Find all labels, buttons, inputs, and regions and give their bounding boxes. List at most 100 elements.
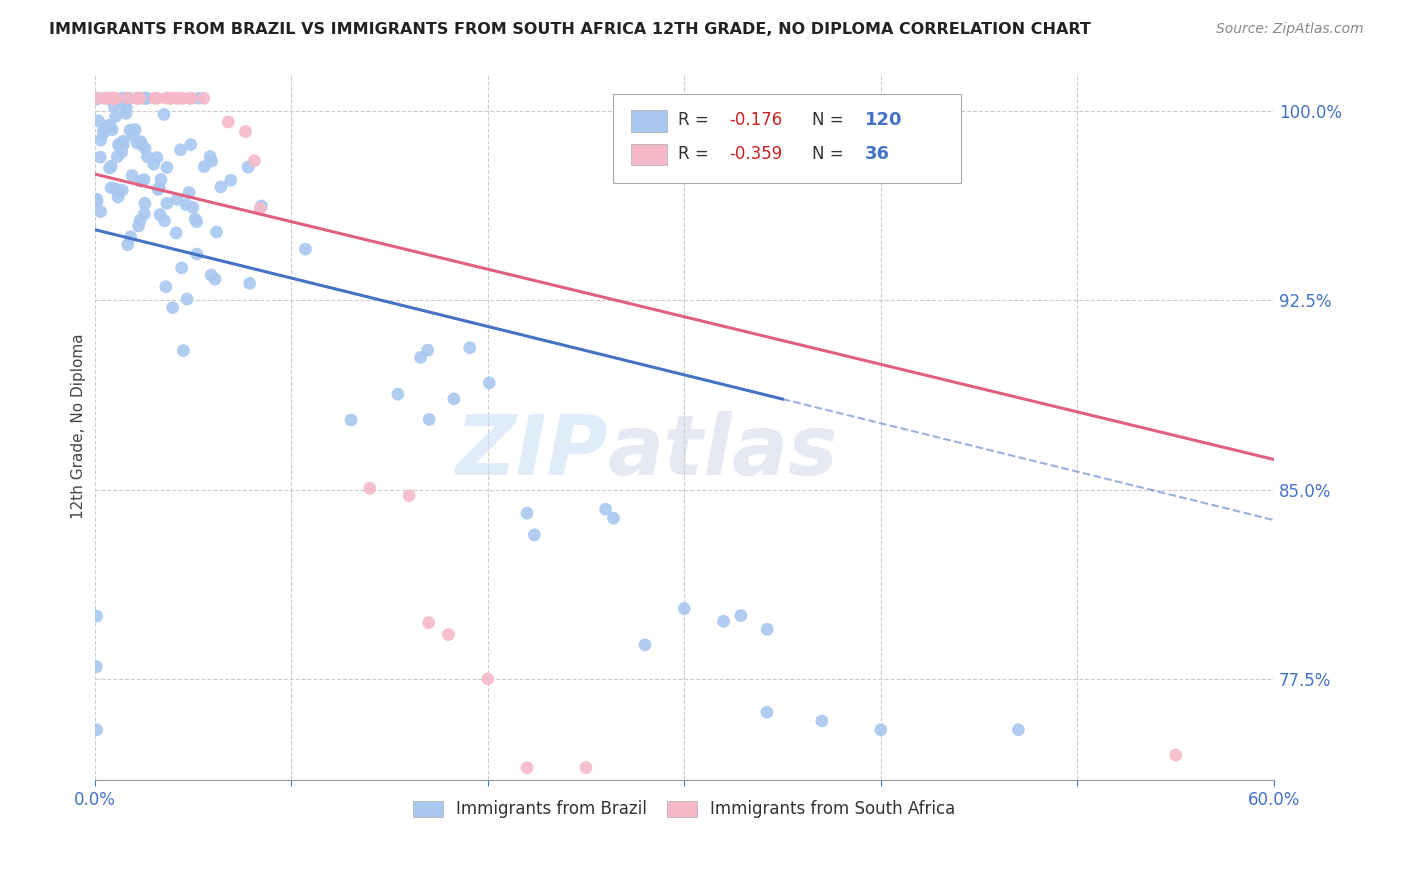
Point	[869, 723, 891, 737]
Text: IMMIGRANTS FROM BRAZIL VS IMMIGRANTS FROM SOUTH AFRICA 12TH GRADE, NO DIPLOMA CO: IMMIGRANTS FROM BRAZIL VS IMMIGRANTS FRO…	[49, 22, 1091, 37]
Point	[250, 199, 273, 213]
Point	[172, 91, 194, 105]
Point	[86, 194, 108, 208]
Point	[107, 185, 129, 199]
Text: ZIP: ZIP	[456, 411, 607, 491]
Point	[118, 91, 141, 105]
Point	[127, 91, 149, 105]
Point	[169, 91, 191, 105]
Point	[84, 91, 107, 105]
Point	[100, 91, 122, 105]
Point	[165, 226, 187, 240]
Point	[112, 91, 135, 105]
Bar	[631, 111, 666, 132]
Point	[149, 208, 172, 222]
Point	[437, 627, 460, 641]
Point	[100, 120, 122, 134]
Point	[105, 150, 128, 164]
Point	[602, 511, 624, 525]
Point	[103, 91, 125, 105]
Point	[443, 392, 465, 406]
Point	[112, 137, 135, 152]
Point	[634, 638, 657, 652]
Point	[249, 202, 271, 216]
Point	[86, 723, 108, 737]
Point	[156, 196, 179, 211]
Point	[416, 343, 439, 358]
Point	[131, 137, 153, 152]
Point	[1164, 747, 1187, 762]
Point	[101, 91, 124, 105]
Point	[180, 91, 202, 105]
Point	[181, 200, 204, 214]
Point	[101, 91, 124, 105]
Point	[87, 91, 110, 105]
Point	[115, 106, 138, 120]
Point	[117, 237, 139, 252]
Point	[217, 115, 239, 129]
Point	[153, 107, 176, 121]
Point	[111, 183, 134, 197]
Point	[516, 506, 538, 520]
Point	[155, 91, 177, 105]
Point	[146, 182, 169, 196]
Point	[134, 172, 156, 186]
Point	[243, 153, 266, 168]
Point	[756, 623, 779, 637]
Point	[142, 157, 165, 171]
Point	[90, 204, 112, 219]
Point	[129, 213, 152, 227]
Text: N =: N =	[811, 112, 848, 129]
Point	[93, 123, 115, 137]
Point	[193, 91, 215, 105]
Point	[186, 247, 208, 261]
Point	[478, 376, 501, 390]
Point	[146, 91, 169, 105]
Point	[122, 128, 145, 143]
Point	[811, 714, 834, 728]
Point	[134, 141, 156, 155]
Point	[100, 181, 122, 195]
Point	[575, 761, 598, 775]
Point	[146, 151, 169, 165]
Point	[101, 122, 124, 136]
Point	[108, 137, 131, 152]
Point	[179, 91, 201, 105]
Y-axis label: 12th Grade, No Diploma: 12th Grade, No Diploma	[72, 334, 86, 519]
Point	[117, 91, 139, 105]
Point	[100, 159, 122, 173]
Point	[84, 92, 107, 106]
Point	[166, 91, 188, 105]
Point	[129, 135, 152, 149]
Point	[219, 173, 242, 187]
Point	[713, 614, 735, 628]
Point	[235, 125, 257, 139]
Point	[127, 91, 149, 105]
Text: R =: R =	[678, 145, 714, 162]
Point	[193, 160, 215, 174]
Text: -0.176: -0.176	[730, 112, 782, 129]
Point	[93, 91, 115, 105]
Point	[418, 615, 440, 630]
Point	[105, 91, 128, 105]
Text: 36: 36	[865, 145, 890, 162]
Point	[120, 229, 142, 244]
Point	[148, 180, 170, 194]
Point	[176, 292, 198, 306]
Point	[516, 761, 538, 775]
Point	[387, 387, 409, 401]
Point	[136, 91, 159, 105]
Point	[160, 91, 183, 105]
Point	[86, 609, 108, 624]
Point	[169, 143, 191, 157]
Point	[111, 91, 134, 105]
Point	[112, 134, 135, 148]
Point	[111, 145, 134, 159]
Point	[409, 351, 432, 365]
Point	[128, 91, 150, 105]
Point	[174, 197, 197, 211]
Point	[103, 100, 125, 114]
Point	[89, 150, 111, 164]
Point	[93, 126, 115, 140]
Point	[1007, 723, 1029, 737]
